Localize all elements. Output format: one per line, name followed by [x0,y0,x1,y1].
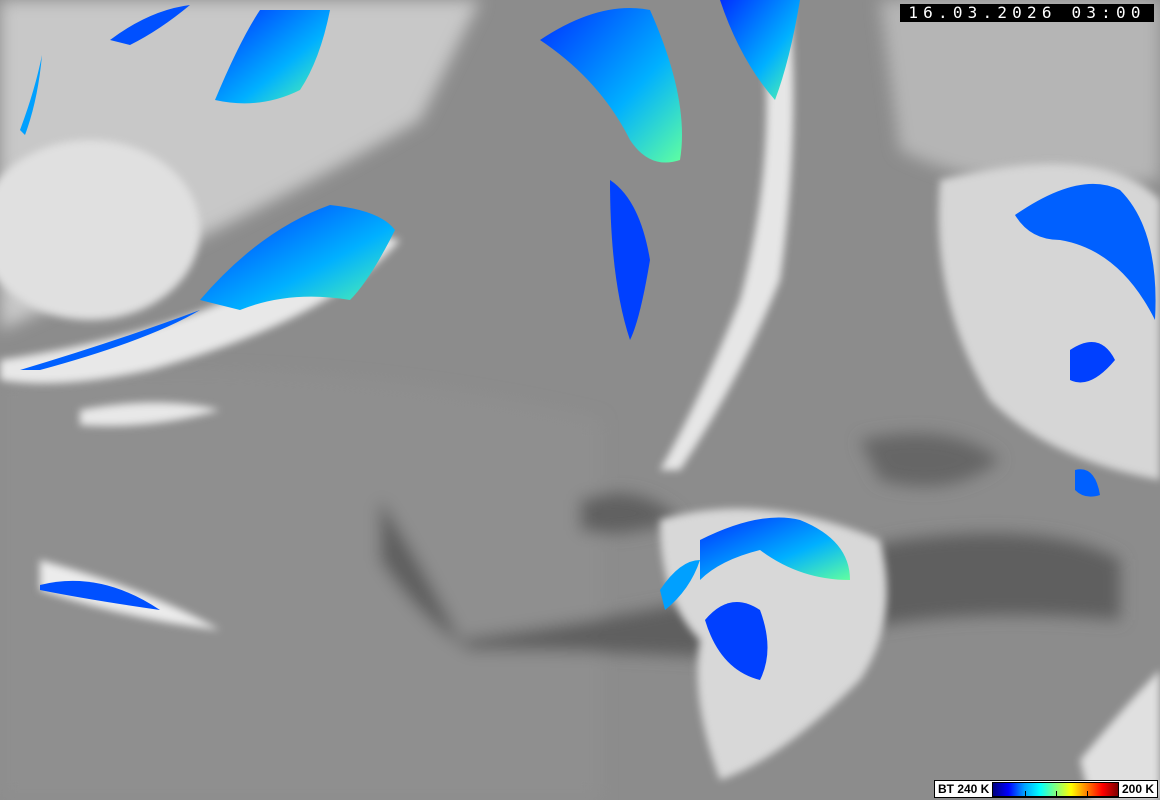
cold-cloud-tops [20,0,1156,680]
colorbar-tick [1024,790,1026,796]
legend-right-label: 200 K [1121,782,1154,796]
colorbar-legend: BT 240 K 200 K [934,780,1158,798]
legend-left-label: BT 240 K [938,782,990,796]
colorbar-tick [1086,790,1088,796]
colorbar-gradient [992,781,1119,797]
timestamp-label: 16.03.2026 03:00 [900,4,1154,22]
colorbar-tick [1055,790,1057,796]
